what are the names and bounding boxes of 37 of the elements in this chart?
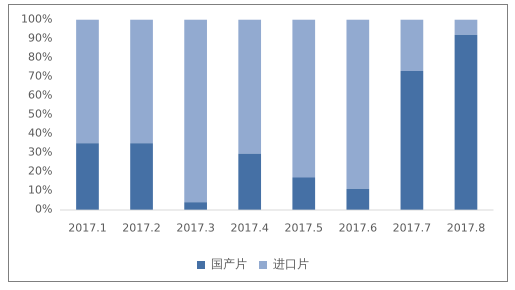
y-tick-label: 40% [28, 126, 52, 140]
y-tick-label: 20% [28, 164, 52, 178]
bar [454, 20, 478, 35]
bar [292, 20, 316, 178]
bar [184, 202, 207, 210]
x-tick-label: 2017.5 [284, 221, 324, 234]
bar [76, 20, 99, 144]
y-tick-label: 100% [20, 12, 52, 26]
bar [238, 20, 262, 154]
bar [454, 34, 478, 210]
bar [292, 177, 316, 210]
bar [130, 20, 153, 144]
bar [400, 70, 424, 210]
x-tick-label: 2017.7 [392, 221, 432, 234]
y-tick-label: 0% [34, 202, 52, 216]
bar [238, 154, 262, 210]
x-tick-label: 2017.3 [176, 221, 215, 234]
x-tick-label: 2017.4 [230, 221, 269, 234]
x-tick-label: 2017.8 [446, 221, 486, 234]
y-tick-label: 80% [28, 50, 52, 64]
y-tick-label: 30% [28, 146, 52, 159]
legend-label: 国产片 [211, 257, 247, 272]
bar [346, 20, 370, 189]
y-tick-label: 70% [28, 70, 52, 83]
x-tick-label: 2017.6 [338, 221, 378, 234]
y-tick-label: 50% [28, 108, 52, 121]
bar [400, 20, 424, 71]
legend-label: 进口片 [273, 257, 309, 272]
bar [184, 20, 207, 202]
bar [130, 143, 153, 210]
bar [346, 188, 370, 210]
x-tick-label: 2017.2 [122, 221, 161, 234]
y-tick-label: 60% [28, 88, 52, 102]
bar [76, 143, 99, 210]
y-tick-label: 90% [28, 31, 52, 44]
y-tick-label: 10% [28, 184, 52, 197]
x-tick-label: 2017.1 [68, 221, 107, 234]
